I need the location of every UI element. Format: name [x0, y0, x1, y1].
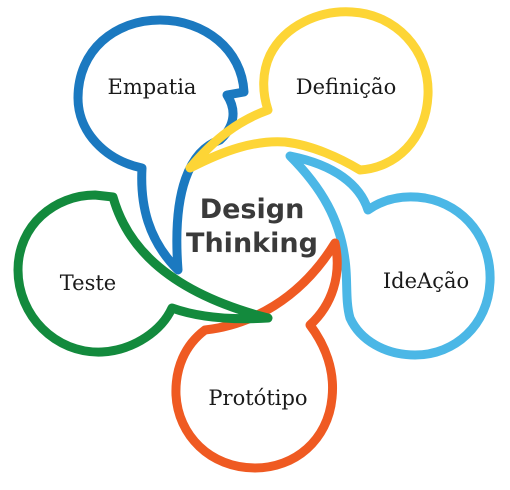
label-definicao: Definição — [296, 75, 396, 99]
stage-prototipo: Protótipo — [171, 238, 342, 473]
petal-ideacao — [285, 151, 495, 360]
center-title-line2: Thinking — [186, 228, 318, 259]
petal-teste — [13, 190, 273, 357]
label-teste: Teste — [60, 271, 116, 295]
label-prototipo: Protótipo — [208, 386, 307, 410]
stage-teste: Teste — [13, 190, 273, 357]
petal-definicao — [185, 7, 433, 175]
label-empatia: Empatia — [108, 75, 197, 99]
stage-definicao: Definição — [185, 7, 433, 175]
stage-ideacao: IdeAção — [285, 151, 495, 360]
center-title: Design Thinking — [186, 194, 318, 259]
center-title-line1: Design — [200, 194, 305, 225]
petal-prototipo — [171, 238, 342, 473]
label-ideacao: IdeAção — [383, 269, 469, 293]
